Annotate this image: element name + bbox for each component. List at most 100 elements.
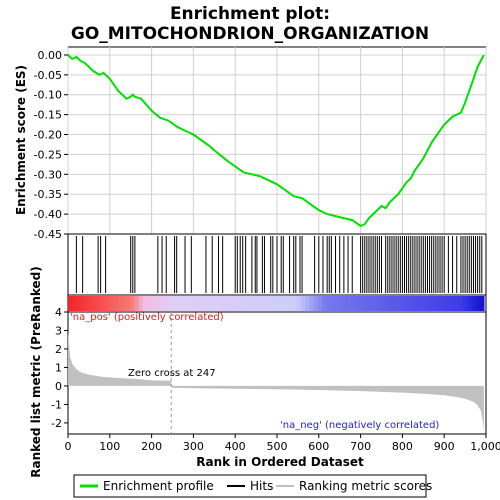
x-axis-label: Rank in Ordered Dataset: [196, 455, 364, 469]
color-bar-cell: [392, 296, 398, 311]
color-bar-cell: [296, 296, 302, 311]
color-bar-cell: [80, 296, 86, 311]
color-bar-cell: [267, 296, 273, 311]
rank-y-tick-label: 0: [55, 380, 62, 393]
color-bar-cell: [163, 296, 169, 311]
color-bar-cell: [84, 296, 90, 311]
hits-panel: [67, 233, 487, 296]
color-bar-cell: [238, 296, 244, 311]
x-tick-label: 600: [308, 440, 329, 453]
legend-frame: [73, 474, 427, 498]
es-panel: 0.00 -0.05 -0.10 -0.15 -0.20 -0.25 -0.30 -0.35 -…: [34, 46, 487, 241]
rank-y-tick-label: 1: [55, 361, 62, 374]
color-bar-cell: [388, 296, 394, 311]
color-bar-cell: [321, 296, 327, 311]
x-axis: 0 100 200 300 400 500 600 700 800 900 1,000: [65, 434, 500, 453]
color-bar-cell: [97, 296, 102, 311]
color-bar-cell: [396, 296, 402, 311]
color-bar-cell: [458, 296, 464, 311]
legend-label-ranking-metric: Ranking metric scores: [299, 479, 432, 493]
color-bar-cell: [159, 296, 165, 311]
color-bar-cell: [117, 296, 123, 311]
es-y-tick-label: -0.15: [34, 109, 62, 122]
color-bar-cell: [151, 296, 156, 311]
color-bar-cell: [425, 296, 431, 311]
rank-y-tick-label: 4: [55, 306, 62, 319]
color-bar-cell: [255, 296, 260, 311]
color-bar-cell: [246, 296, 252, 311]
negative-correlation-label: 'na_neg' (negatively correlated): [280, 420, 439, 431]
correlation-color-bar: [67, 294, 487, 313]
color-bar-cell: [359, 296, 364, 311]
color-bar-cell: [142, 296, 148, 311]
color-bar-cell: [475, 296, 481, 311]
color-bar-cell: [130, 296, 136, 311]
color-bar-cell: [213, 296, 219, 311]
positive-correlation-label: 'na_pos' (positively correlated): [70, 312, 224, 323]
color-bar-cell: [384, 296, 389, 311]
color-bar-cell: [292, 296, 298, 311]
es-y-tick-label: -0.45: [34, 228, 62, 241]
es-y-tick-label: -0.40: [34, 208, 62, 221]
color-bar-cell: [367, 296, 373, 311]
color-bar-cell: [363, 296, 369, 311]
x-tick-label: 400: [225, 440, 246, 453]
color-bar-cell: [271, 296, 277, 311]
color-bar-cell: [325, 296, 331, 311]
color-bar-cell: [196, 296, 202, 311]
color-bar-cell: [230, 296, 235, 311]
color-bar-cell: [242, 296, 248, 311]
color-bar-cell: [463, 296, 468, 311]
color-bar-cell: [346, 296, 352, 311]
color-bar-cell: [226, 296, 231, 311]
rank-plot-frame: [67, 311, 487, 435]
color-bar-cell: [88, 296, 94, 311]
ranking-metric-area: [68, 332, 484, 433]
rank-y-tick-label: -1: [51, 398, 62, 411]
x-tick-label: 800: [392, 440, 413, 453]
es-axis-label: Enrichment score (ES): [14, 65, 28, 215]
color-bar-cell: [68, 296, 73, 311]
color-bar-cell: [234, 296, 240, 311]
color-bar-cell: [421, 296, 427, 311]
x-tick-label: 100: [99, 440, 120, 453]
color-bar-cell: [379, 296, 385, 311]
color-bar-cell: [334, 296, 339, 311]
color-bar-cell: [409, 296, 414, 311]
rank-y-axis: 4 3 2 1 0 -1 -2: [51, 306, 68, 430]
ranked-metric-panel: 4 3 2 1 0 -1 -2 Zero cross at 247 'na_pos' (po…: [51, 306, 487, 435]
rank-y-tick-label: -2: [51, 417, 62, 430]
color-bar-cell: [284, 296, 290, 311]
x-tick-label: 900: [434, 440, 455, 453]
color-bar-cell: [450, 296, 456, 311]
chart-title-line1: Enrichment plot:: [170, 4, 330, 24]
es-y-tick-label: -0.10: [34, 89, 62, 102]
x-tick-label: 700: [350, 440, 371, 453]
color-bar-cell: [417, 296, 423, 311]
color-bar-cell: [122, 296, 127, 311]
rank-y-tick-label: 2: [55, 343, 62, 356]
color-bar-cell: [446, 296, 452, 311]
color-bar-cell: [434, 296, 439, 311]
color-bar-cell: [201, 296, 206, 311]
color-bar-cell: [305, 296, 310, 311]
color-bar-cell: [317, 296, 323, 311]
rank-axis-label: Ranked list metric (PreRanked): [29, 266, 43, 478]
es-y-tick-label: -0.20: [34, 129, 62, 142]
color-bar-cell: [105, 296, 111, 311]
color-bar-cell: [192, 296, 198, 311]
color-bar-cells: [68, 296, 485, 311]
color-bar-cell: [479, 296, 485, 311]
x-tick-label: 0: [65, 440, 72, 453]
color-bar-cell: [171, 296, 177, 311]
color-bar-cell: [342, 296, 348, 311]
color-bar-cell: [251, 296, 256, 311]
rank-y-tick-label: 3: [55, 324, 62, 337]
hit-lines: [75, 236, 483, 293]
color-bar-cell: [350, 296, 356, 311]
color-bar-cell: [275, 296, 281, 311]
color-bar-cell: [113, 296, 119, 311]
es-y-tick-label: 0.00: [38, 49, 63, 62]
enrichment-profile-line: [67, 54, 485, 228]
